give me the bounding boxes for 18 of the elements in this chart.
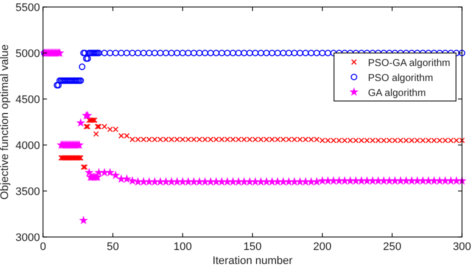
- y-tick-label: 3000: [16, 232, 40, 244]
- x-axis-title: Iteration number: [212, 255, 293, 267]
- y-tick-label: 4000: [16, 140, 40, 152]
- legend-label: GA algorithm: [368, 88, 426, 99]
- x-tick-label: 200: [313, 241, 332, 253]
- y-tick-label: 5000: [16, 48, 40, 60]
- y-tick-label: 4500: [16, 94, 40, 106]
- legend-label: PSO algorithm: [368, 73, 434, 84]
- x-tick-label: 150: [243, 241, 262, 253]
- y-tick-label: 3500: [16, 186, 40, 198]
- x-tick-label: 50: [106, 241, 119, 253]
- x-tick-label: 250: [382, 241, 402, 253]
- y-axis-title: Objective function optimal value: [0, 44, 11, 200]
- y-tick-label: 5500: [16, 2, 40, 14]
- x-tick-label: 0: [40, 241, 46, 253]
- x-tick-label: 300: [452, 241, 472, 253]
- legend-label: PSO-GA algorithm: [368, 58, 450, 69]
- x-tick-label: 100: [173, 241, 192, 253]
